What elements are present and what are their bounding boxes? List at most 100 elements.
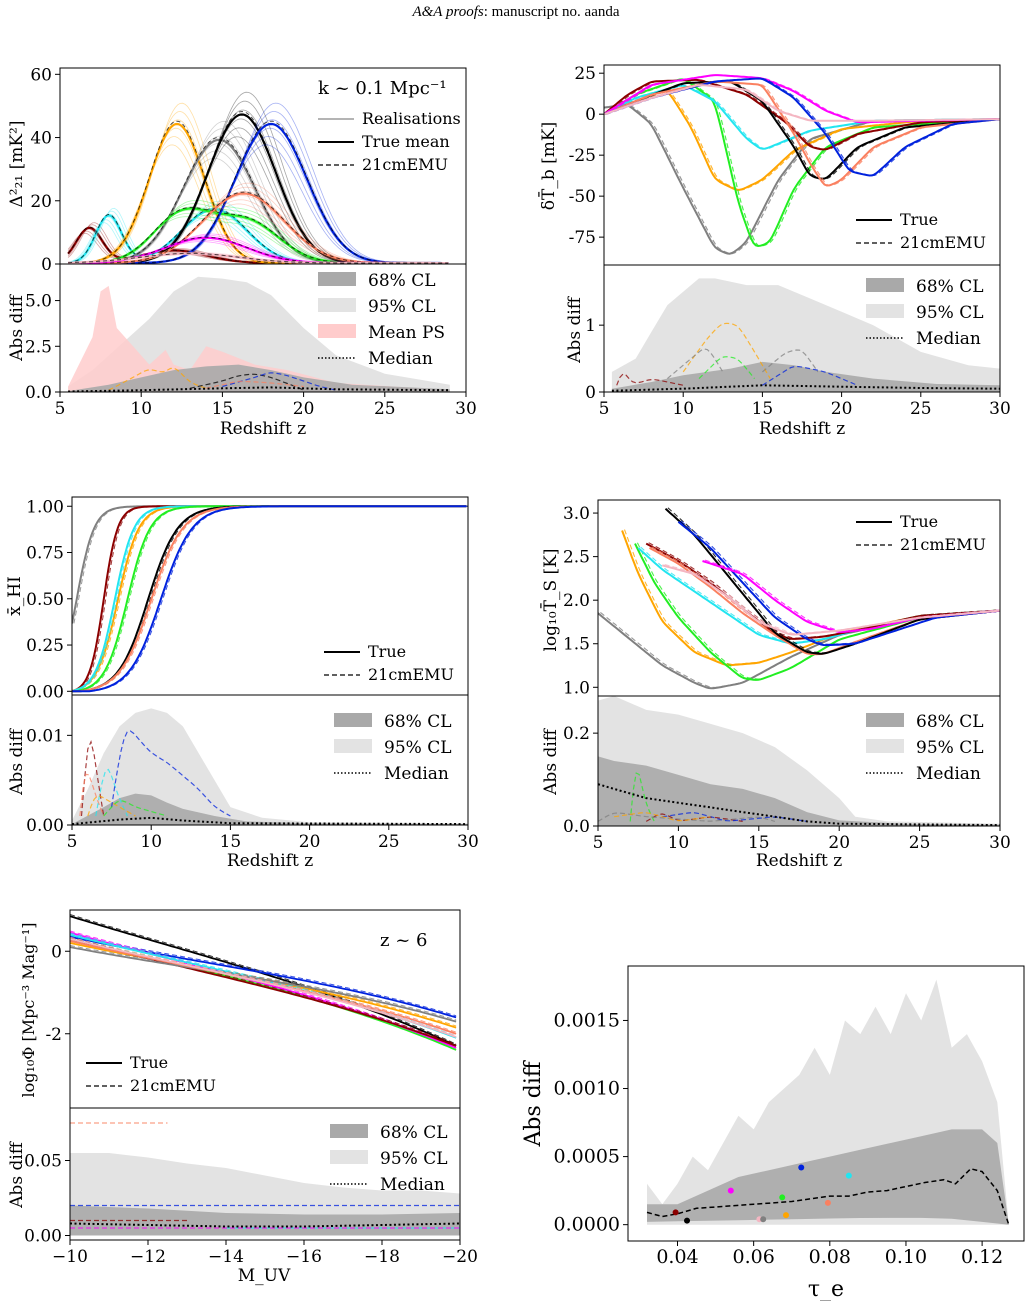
- x-tick-label: 0.10: [885, 1246, 927, 1268]
- emu-line: [70, 936, 457, 1036]
- x-tick-label: 30: [455, 399, 477, 419]
- y-axis-label: Abs diff: [565, 295, 585, 364]
- y-tick-label: 0.0015: [554, 1009, 620, 1031]
- residual-line: [111, 730, 231, 817]
- plot-area: [72, 505, 468, 693]
- x-axis-label: τ_e: [808, 1277, 844, 1301]
- x-tick-label: 25: [909, 833, 931, 853]
- scatter-point: [798, 1164, 805, 1171]
- legend-label: Median: [384, 764, 449, 784]
- scatter-point: [684, 1217, 691, 1224]
- residual-line: [667, 348, 724, 380]
- x-tick-label: −16: [286, 1247, 322, 1267]
- y-tick-label: 0.0: [563, 817, 590, 837]
- x-tick-label: −10: [52, 1247, 88, 1267]
- legend-label: Median: [916, 329, 981, 349]
- plot-area: [70, 1122, 460, 1236]
- x-axis-label: Redshift z: [756, 851, 842, 871]
- axes-tb_top: -75 -50 -25 0 25: [569, 64, 604, 248]
- legend: 68% CL 95% CL Median: [334, 712, 452, 784]
- x-tick-label: −14: [208, 1247, 244, 1267]
- axes-frame: [597, 695, 1001, 827]
- y-tick-label: -2: [45, 1025, 62, 1045]
- legend: 68% CL 95% CL Median: [866, 277, 984, 349]
- y-tick-label: 0: [41, 255, 52, 275]
- legend-label: 95% CL: [916, 303, 984, 323]
- legend-label: 21cmEMU: [368, 665, 454, 684]
- scatter-point: [727, 1187, 734, 1194]
- y-tick-label: 20: [30, 192, 52, 212]
- ci68-band: [72, 793, 468, 825]
- residual-line: [108, 367, 207, 391]
- x-tick-label: 30: [989, 399, 1011, 419]
- axes-frame: [59, 263, 467, 393]
- scatter-point: [783, 1212, 790, 1219]
- residual-line: [206, 380, 304, 389]
- emu-line: [73, 505, 468, 692]
- plot-area: [598, 696, 1000, 826]
- legend-label: 68% CL: [916, 712, 984, 732]
- legend-label: True: [900, 512, 938, 531]
- manuscript-label: : manuscript no. aanda: [483, 4, 620, 20]
- plot-area: [598, 507, 1000, 690]
- emu-line: [73, 505, 468, 692]
- legend-label: Median: [380, 1175, 445, 1195]
- axes-frame: [71, 694, 469, 826]
- x-tick-label: 5: [599, 399, 610, 419]
- emu-line: [70, 930, 457, 1047]
- emu-line: [648, 542, 1000, 639]
- y-axis-label: log₁₀T̄_S [K]: [539, 548, 561, 651]
- legend-label: True: [900, 210, 938, 229]
- legend: 68% CL 95% CL Median: [866, 712, 984, 784]
- y-tick-label: 1.00: [26, 497, 64, 517]
- true-line: [634, 543, 1000, 681]
- residual-line: [682, 322, 771, 379]
- residual-line: [95, 768, 128, 817]
- x-tick-label: 20: [828, 833, 850, 853]
- x-tick-label: 5: [55, 399, 66, 419]
- y-axis-label: Abs diff: [541, 727, 561, 796]
- residual-line: [762, 365, 858, 386]
- legend-patch: [334, 739, 372, 753]
- emu-line: [73, 505, 468, 692]
- x-tick-label: 30: [457, 832, 479, 852]
- plot-area: [70, 914, 457, 1051]
- emu-line: [73, 505, 468, 692]
- legend: True 21cmEMU: [856, 512, 986, 554]
- emu-line: [606, 81, 1000, 180]
- plot-area: [604, 74, 1000, 255]
- y-axis-label: Abs diff: [7, 727, 27, 796]
- true-line: [72, 505, 467, 692]
- plot-area: [67, 91, 449, 264]
- y-axis-label: δT̄_b [mK]: [537, 122, 559, 210]
- y-tick-label: 0.05: [24, 1152, 62, 1172]
- x-tick-label: 25: [374, 399, 396, 419]
- y-tick-label: 2.5: [563, 548, 590, 568]
- legend-label: Median: [916, 764, 981, 784]
- legend-label: Realisations: [362, 109, 461, 128]
- true-line: [604, 74, 1000, 124]
- x-tick-label: 10: [672, 399, 694, 419]
- true-line: [662, 564, 1000, 636]
- scatter-point: [779, 1194, 786, 1201]
- residual-line: [662, 812, 808, 822]
- median-line: [70, 1222, 460, 1228]
- x-tick-label: 0.04: [656, 1246, 698, 1268]
- legend-patch: [330, 1150, 368, 1164]
- legend-label: 21cmEMU: [900, 233, 986, 252]
- y-tick-label: 0.0: [25, 383, 52, 403]
- x-axis-label: Redshift z: [759, 419, 845, 439]
- legend-patch: [866, 278, 904, 292]
- y-tick-label: 0.25: [26, 636, 64, 656]
- x-tick-label: 15: [212, 399, 234, 419]
- x-tick-label: −12: [130, 1247, 166, 1267]
- legend-label: 68% CL: [384, 712, 452, 732]
- ci68-band: [647, 1129, 1009, 1225]
- plot-area: [611, 278, 1000, 392]
- y-axis-label: x̄_HI: [5, 576, 25, 616]
- y-tick-label: 0.2: [563, 724, 590, 744]
- x-tick-label: 10: [130, 399, 152, 419]
- emu-line: [664, 563, 1000, 635]
- legend: True 21cmEMU: [856, 210, 986, 252]
- legend-label: 95% CL: [368, 297, 436, 317]
